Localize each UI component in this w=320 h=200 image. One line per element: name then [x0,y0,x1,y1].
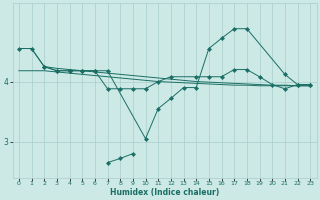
X-axis label: Humidex (Indice chaleur): Humidex (Indice chaleur) [110,188,219,197]
